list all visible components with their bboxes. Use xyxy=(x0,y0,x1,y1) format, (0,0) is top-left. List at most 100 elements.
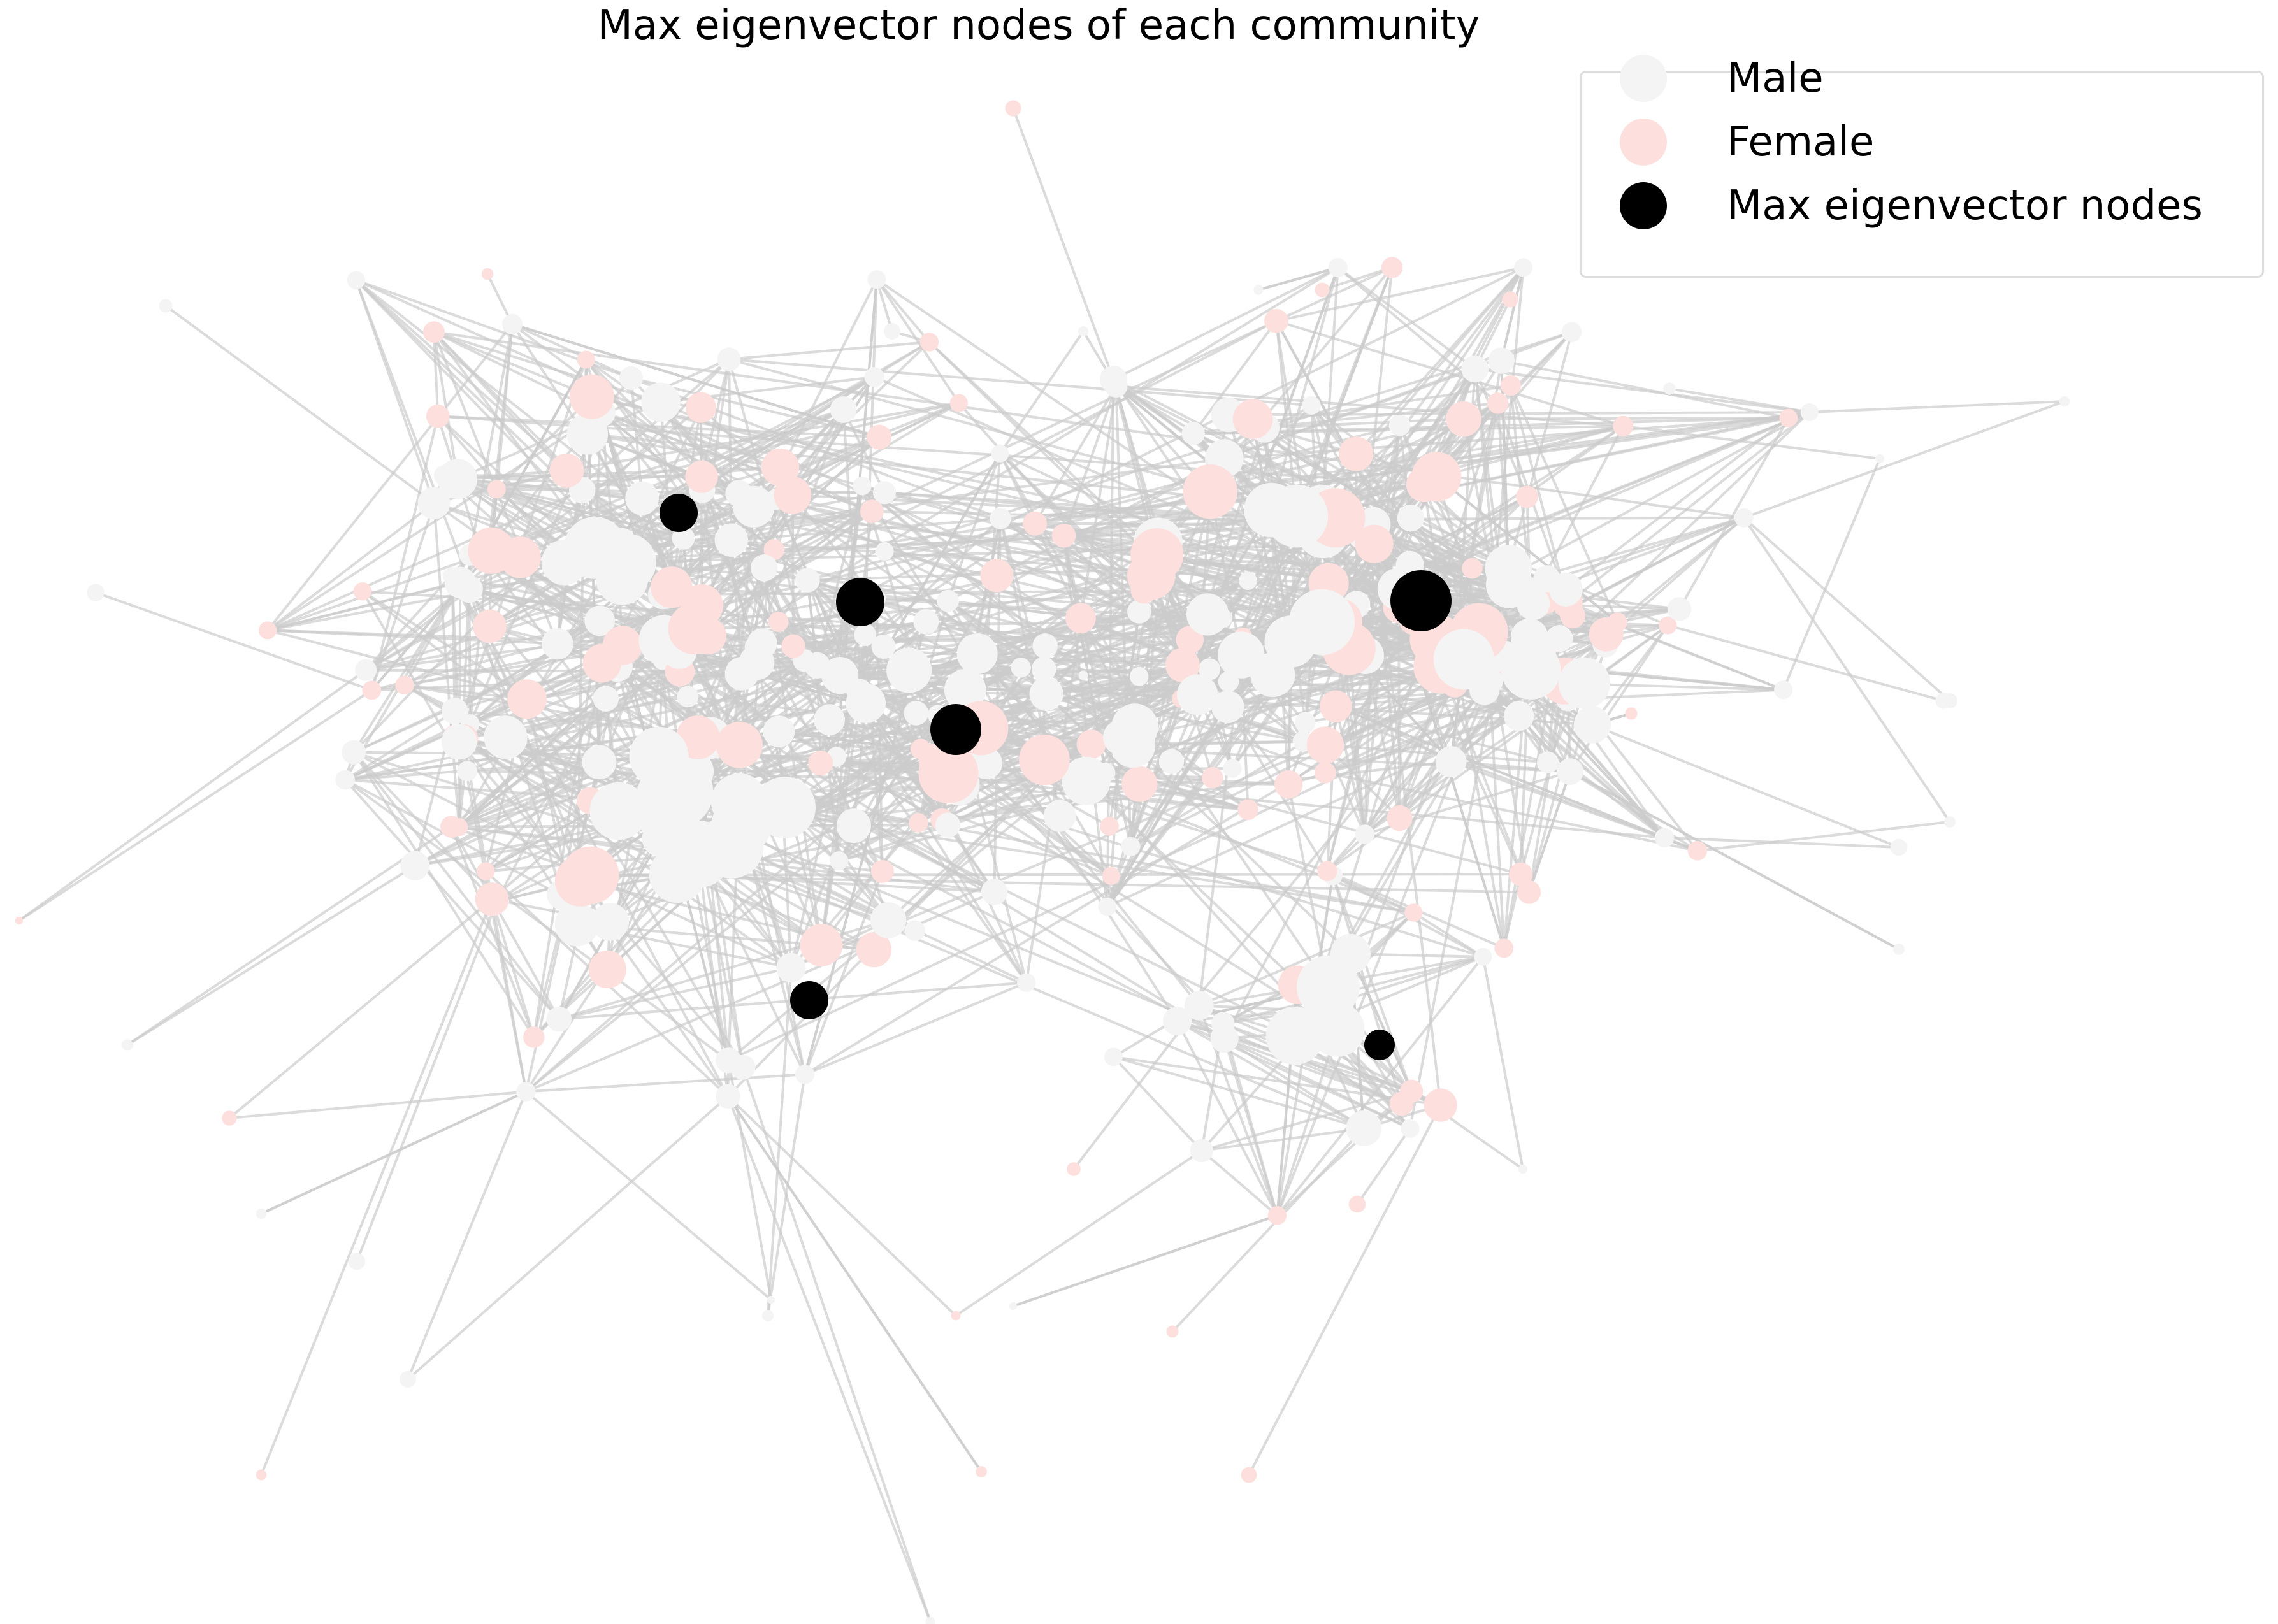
male-node xyxy=(1158,749,1185,774)
graph-edge xyxy=(1129,267,1339,847)
male-node xyxy=(591,903,630,941)
graph-edge xyxy=(1325,771,1698,852)
graph-edge xyxy=(95,591,373,692)
graph-edge xyxy=(1509,385,1569,604)
male-node xyxy=(1893,944,1905,955)
legend-label-male: Male xyxy=(1727,55,1824,102)
graph-edge xyxy=(1510,385,1619,623)
female-node xyxy=(468,527,515,574)
graph-edge xyxy=(767,1074,806,1316)
female-node xyxy=(1625,707,1638,720)
graph-edge xyxy=(728,357,1312,407)
female-node xyxy=(1687,841,1708,861)
female-node xyxy=(1509,862,1533,886)
male-node xyxy=(355,659,377,681)
graph-edge xyxy=(1356,1128,1411,1205)
female-node xyxy=(1494,938,1514,958)
male-node xyxy=(1211,690,1244,724)
legend: Male Female Max eigenvector nodes xyxy=(1580,55,2264,278)
male-node xyxy=(589,782,647,840)
female-node xyxy=(1019,734,1070,786)
graph-edge xyxy=(407,1095,729,1381)
female-node xyxy=(353,582,372,601)
male-node xyxy=(884,323,900,340)
graph-edge xyxy=(701,489,757,647)
female-node xyxy=(1613,415,1634,436)
graph-edge xyxy=(1113,266,1339,381)
male-node xyxy=(875,542,894,561)
male-node xyxy=(717,347,741,371)
female-node xyxy=(362,680,382,700)
male-node xyxy=(854,624,877,646)
female-node xyxy=(1387,805,1413,831)
graph-edges xyxy=(18,108,2065,1622)
graph-edge xyxy=(728,340,930,361)
graph-edge xyxy=(628,542,1374,564)
male-node xyxy=(956,633,998,674)
graph-edge xyxy=(582,401,960,492)
graph-edge xyxy=(1372,524,1401,819)
male-node xyxy=(776,952,806,982)
graph-edge xyxy=(496,466,781,491)
graph-edge xyxy=(525,1090,772,1301)
male-node xyxy=(904,701,929,726)
graph-edge xyxy=(1527,771,1571,893)
male-node xyxy=(1558,657,1610,709)
graph-edge xyxy=(370,415,440,691)
graph-edge xyxy=(1310,403,1499,1011)
graph-edge xyxy=(512,322,880,439)
graph-edge xyxy=(443,474,684,540)
male-node xyxy=(1044,800,1076,832)
female-node xyxy=(487,480,506,499)
male-node xyxy=(1545,625,1573,652)
graph-edge xyxy=(443,474,1140,678)
graph-edge xyxy=(591,395,1399,591)
graph-edge xyxy=(126,865,416,1046)
female-node xyxy=(909,813,928,833)
female-node xyxy=(1023,511,1048,536)
male-node xyxy=(1474,947,1492,966)
female-node xyxy=(256,1469,267,1481)
graph-edge xyxy=(696,736,916,932)
male-node xyxy=(342,740,366,765)
male-node xyxy=(437,459,478,499)
graph-edge xyxy=(491,408,844,552)
male-node xyxy=(1184,991,1214,1021)
female-node xyxy=(473,609,507,643)
male-node xyxy=(1488,347,1515,374)
male-node xyxy=(399,1370,417,1388)
female-node xyxy=(668,603,719,654)
graph-edge xyxy=(1501,359,1789,419)
female-node xyxy=(222,1110,237,1126)
graph-edge xyxy=(1623,424,1880,460)
female-node xyxy=(867,424,892,450)
male-node xyxy=(1032,633,1058,659)
graph-edge xyxy=(512,323,632,380)
male-node xyxy=(935,812,961,838)
graph-edge xyxy=(18,689,373,922)
male-node xyxy=(981,879,1008,905)
graph-edge xyxy=(1697,821,1950,852)
male-node xyxy=(1253,285,1264,295)
female-node xyxy=(1589,617,1624,652)
legend-swatch-male xyxy=(1620,55,1667,102)
male-node xyxy=(1127,600,1151,624)
female-node xyxy=(1411,452,1462,502)
graph-edge xyxy=(727,1095,957,1317)
male-node xyxy=(400,851,430,880)
female-node xyxy=(1381,257,1403,278)
female-node xyxy=(761,448,800,487)
male-node xyxy=(750,554,778,582)
female-node xyxy=(258,621,277,640)
graph-edge xyxy=(726,1096,932,1622)
graph-edge xyxy=(1201,1127,1364,1152)
graph-edge xyxy=(228,898,493,1119)
female-node xyxy=(1121,766,1158,802)
female-node xyxy=(860,499,884,523)
male-node xyxy=(1537,751,1559,773)
male-node xyxy=(1328,258,1348,277)
female-node xyxy=(588,950,626,989)
female-node xyxy=(1500,375,1521,396)
max-eigenvector-node xyxy=(1390,570,1452,631)
